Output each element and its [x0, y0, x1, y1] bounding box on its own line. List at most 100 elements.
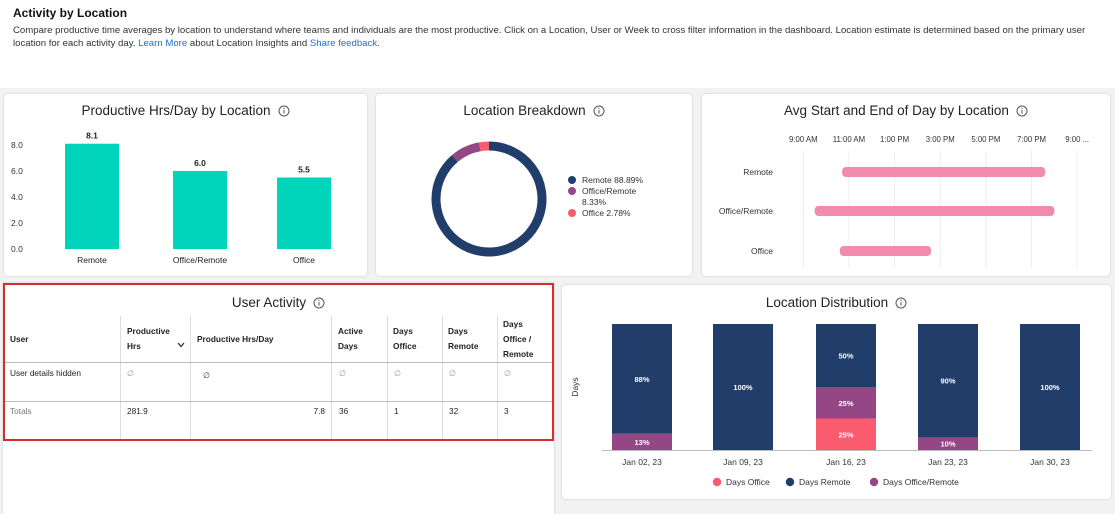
column-header-productive-hrs[interactable]: Productive Hrs [127, 324, 170, 354]
info-icon[interactable] [593, 105, 605, 120]
header-line: Office / [503, 334, 532, 344]
totals-days-office: 1 [394, 406, 399, 416]
data-label: 5.5 [298, 165, 310, 175]
x-tick-label: 11:00 AM [833, 135, 865, 144]
data-label: 100% [1040, 383, 1060, 392]
donut-slice [431, 141, 547, 257]
data-label: 10% [940, 440, 955, 449]
legend-marker [785, 477, 795, 487]
legend-marker [568, 187, 576, 195]
cell-days-office-remote: ∅ [504, 369, 511, 378]
column-header-productive-hrs-day[interactable]: Productive Hrs/Day [197, 334, 274, 344]
header-line: Days [338, 341, 358, 351]
column-divider [331, 316, 332, 440]
data-label: 25% [838, 399, 853, 408]
bar-segment [918, 437, 978, 450]
card-title: Location Breakdown [376, 103, 692, 120]
legend-marker [712, 477, 722, 487]
page-description: Compare productive time averages by loca… [13, 24, 1098, 50]
totals-label: Totals [10, 406, 32, 416]
bar-segment [713, 324, 773, 450]
sort-chevron-down-icon[interactable] [177, 335, 185, 353]
info-icon[interactable] [278, 105, 290, 120]
column-divider [190, 316, 191, 440]
column-header-active-days[interactable]: Active Days [338, 324, 363, 354]
range-bar [839, 246, 932, 256]
productive-hrs-card: Productive Hrs/Day by Location 8.0 6.0 4.0… [4, 94, 367, 276]
bar-segment [816, 324, 876, 387]
avg-day-card: Avg Start and End of Day by Location 9:0… [702, 94, 1110, 276]
totals-active-days: 36 [339, 406, 349, 416]
column-header-days-office-remote[interactable]: Days Office / Remote [503, 317, 533, 362]
x-tick-label: Office/Remote [173, 255, 227, 265]
learn-more-link[interactable]: Learn More [138, 38, 188, 49]
y-tick-label: Remote [743, 167, 773, 177]
data-label: 13% [634, 438, 649, 447]
range-bar [842, 167, 1046, 177]
column-header-days-office[interactable]: Days Office [393, 324, 417, 354]
data-label: 100% [733, 383, 753, 392]
data-label: 90% [940, 377, 955, 386]
column-divider [497, 316, 498, 440]
data-label: 88% [634, 375, 649, 384]
x-tick-label: Jan 16, 23 [826, 457, 866, 467]
x-tick-label: 9:00 ... [1065, 135, 1089, 144]
totals-days-office-remote: 3 [504, 406, 509, 416]
cell-days-office: ∅ [394, 369, 401, 378]
cell-user[interactable]: User details hidden [10, 368, 82, 378]
location-distribution-chart: Days 13% 88% Jan 02, 23 100% Jan 09, 23 25% 25%… [570, 324, 1092, 487]
y-tick-label: 2.0 [11, 218, 23, 228]
location-breakdown-card: Location Breakdown Remote 88.89% Office/R… [376, 94, 692, 276]
page-title: Activity by Location [13, 6, 128, 20]
column-divider [387, 316, 388, 440]
column-header-user[interactable]: User [10, 334, 29, 344]
x-tick-label: Remote [77, 255, 107, 265]
productive-hrs-chart: 8.0 6.0 4.0 2.0 0.0 8.1 Remote 6.0 Office/Remote… [11, 131, 331, 265]
x-tick-label: Jan 09, 23 [723, 457, 763, 467]
legend-label: Office/Remote [582, 186, 636, 196]
card-title: Avg Start and End of Day by Location [702, 103, 1110, 120]
share-feedback-link[interactable]: Share feedback. [309, 38, 380, 49]
x-tick-label: 7:00 PM [1017, 135, 1046, 144]
header-line: Days [393, 326, 413, 336]
description-middle-text: about Location Insights and [187, 38, 310, 49]
bar-segment [918, 324, 978, 438]
data-label: 8.1 [86, 131, 98, 141]
header-line: Remote [448, 341, 479, 351]
donut-slice [452, 142, 481, 162]
header-line: Days [448, 326, 468, 336]
legend-label: Remote 88.89% [582, 175, 643, 185]
totals-days-remote: 32 [449, 406, 459, 416]
user-activity-card: User Activity User Productive Hrs Produc… [3, 283, 554, 514]
bar-segment [612, 433, 672, 450]
column-header-days-remote[interactable]: Days Remote [448, 324, 478, 354]
legend-label: Days Office/Remote [883, 477, 959, 487]
x-tick-label: 1:00 PM [880, 135, 909, 144]
column-divider [442, 316, 443, 440]
column-divider [120, 316, 121, 440]
info-icon[interactable] [313, 297, 325, 312]
y-tick-label: Office/Remote [719, 206, 773, 216]
x-tick-label: Office [293, 255, 315, 265]
page-header: Activity by Location Compare productive … [0, 0, 1115, 88]
bar [65, 143, 119, 249]
card-title-text: User Activity [231, 295, 307, 310]
x-tick-label: 5:00 PM [971, 135, 1000, 144]
legend-marker [568, 176, 576, 184]
legend-label: Days Office [726, 477, 770, 487]
header-line: Days [503, 319, 523, 329]
header-line: Remote [503, 349, 534, 359]
cell-productive-hrs: ∅ [127, 369, 134, 378]
card-title-text: Location Breakdown [463, 103, 586, 118]
bar-segment [1020, 324, 1080, 450]
bar-segment [816, 387, 876, 419]
y-tick-label: 6.0 [11, 166, 23, 176]
y-tick-label: Office [751, 246, 773, 256]
data-label: 25% [838, 430, 853, 439]
card-title: User Activity [3, 295, 554, 312]
info-icon[interactable] [895, 297, 907, 312]
info-icon[interactable] [1016, 105, 1028, 120]
y-tick-label: 8.0 [11, 140, 23, 150]
card-title: Location Distribution [562, 295, 1111, 312]
